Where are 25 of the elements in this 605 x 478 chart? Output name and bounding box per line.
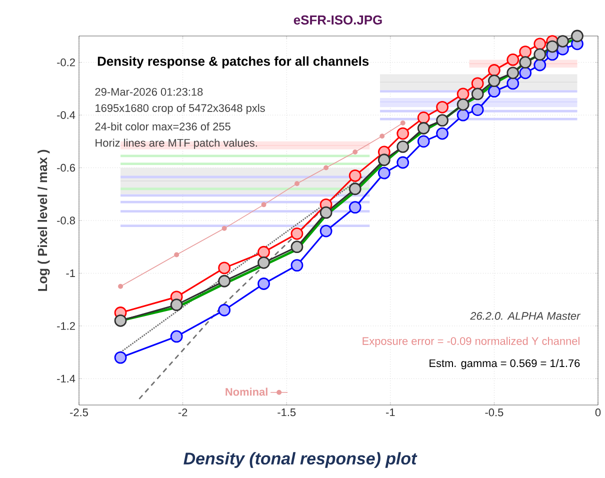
x-tick-label: 0 (595, 408, 601, 416)
y-tick-label: -1.2 (57, 322, 75, 330)
x-tick-label: -0.5 (485, 408, 504, 416)
x-tick-label: -1 (386, 408, 395, 416)
annotation: 26.2.0. ALPHA Master (470, 312, 581, 320)
y-tick-label: -1.4 (57, 374, 76, 382)
y-tick-label: -0.6 (57, 164, 75, 172)
y-tick-label: -1 (66, 269, 75, 277)
y-tick-label: -0.2 (57, 58, 75, 66)
y-axis-title: Log ( Pixel level / max ) (38, 150, 50, 291)
x-tick-label: -2 (178, 408, 188, 416)
y-tick-label: -0.4 (57, 111, 76, 119)
x-tick-label: -1.5 (278, 408, 296, 416)
annotation: Horiz lines are MTF patch values. (96, 138, 257, 149)
chart-title: eSFR-ISO.JPG (294, 15, 382, 25)
annotation: Estm. gamma = 0.569 = 1/1.76 (430, 359, 580, 370)
annotation: 24-bit color max=236 of 255 (95, 122, 230, 130)
annotation: 1695x1680 crop of 5472x3648 pxls (96, 104, 265, 114)
text: Density response & patches for all channels (98, 56, 369, 68)
y-tick-label: -0.8 (57, 216, 75, 224)
x-tick-label: -2.5 (70, 408, 88, 416)
legend-label: Nominal (226, 388, 268, 396)
text: Density (tonal response) plot (184, 452, 418, 468)
annotation: 29-Mar-2026 01:23:18 (95, 88, 203, 96)
annotation: Exposure error = -0.09 normalized Y channel (362, 336, 580, 348)
